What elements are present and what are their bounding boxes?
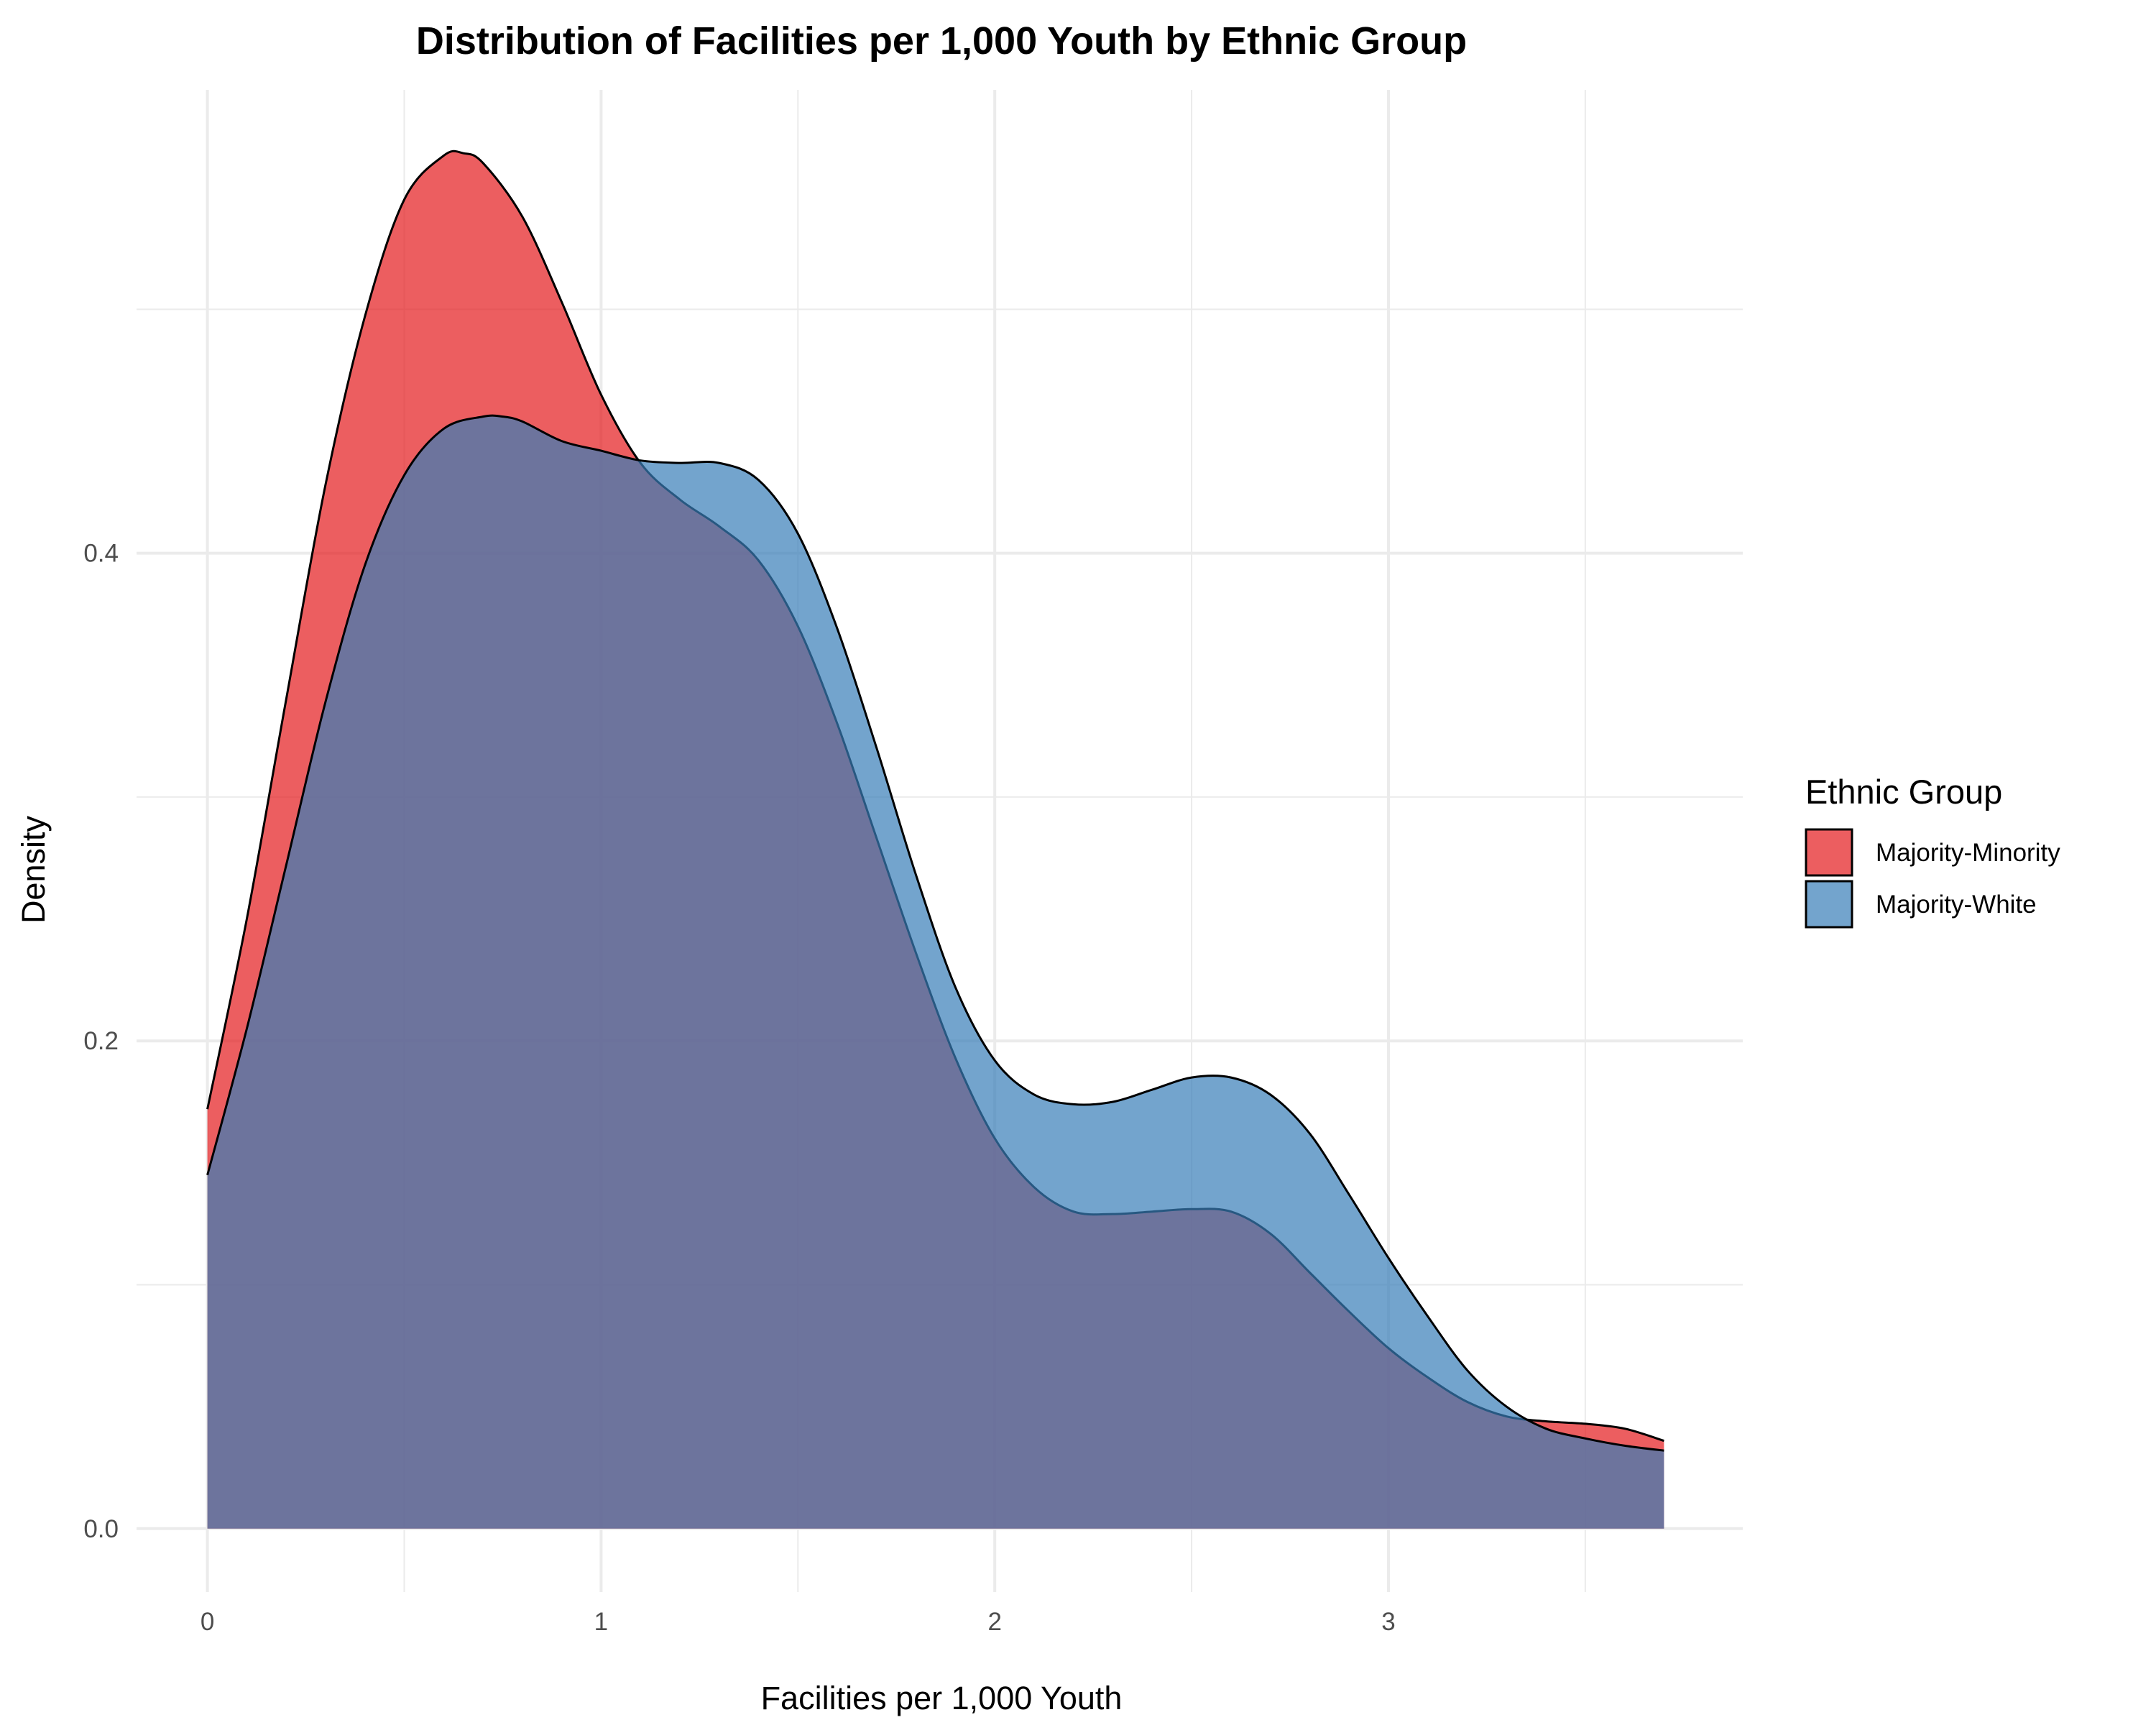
legend-swatch-majority-minority: [1805, 828, 1853, 877]
chart-title: Distribution of Facilities per 1,000 You…: [416, 19, 1467, 63]
legend-label-majority-minority: Majority-Minority: [1876, 839, 2060, 867]
y-tick-label: 0.0: [83, 1515, 119, 1543]
y-axis-ticks: 0.0 0.2 0.4: [83, 540, 119, 1543]
legend: Ethnic Group Majority-Minority Majority-W…: [1805, 773, 2060, 929]
x-axis-ticks: 0 1 2 3: [201, 1608, 1396, 1636]
x-tick-label: 2: [987, 1608, 1001, 1636]
legend-label-majority-white: Majority-White: [1876, 891, 2037, 919]
density-line-majority-white: [206, 414, 1664, 1452]
legend-items: Majority-Minority Majority-White: [1805, 828, 2060, 929]
y-tick-label: 0.2: [83, 1027, 119, 1055]
x-tick-label: 3: [1381, 1608, 1395, 1636]
legend-title: Ethnic Group: [1805, 773, 2002, 811]
density-areas: [206, 150, 1664, 1529]
x-tick-label: 0: [201, 1608, 214, 1636]
legend-swatch-majority-white: [1805, 880, 1853, 929]
y-tick-label: 0.4: [83, 540, 119, 568]
y-axis-label: Density: [15, 815, 52, 924]
density-area-majority-white: [207, 415, 1664, 1529]
x-axis-label: Facilities per 1,000 Youth: [761, 1680, 1123, 1716]
x-tick-label: 1: [594, 1608, 608, 1636]
